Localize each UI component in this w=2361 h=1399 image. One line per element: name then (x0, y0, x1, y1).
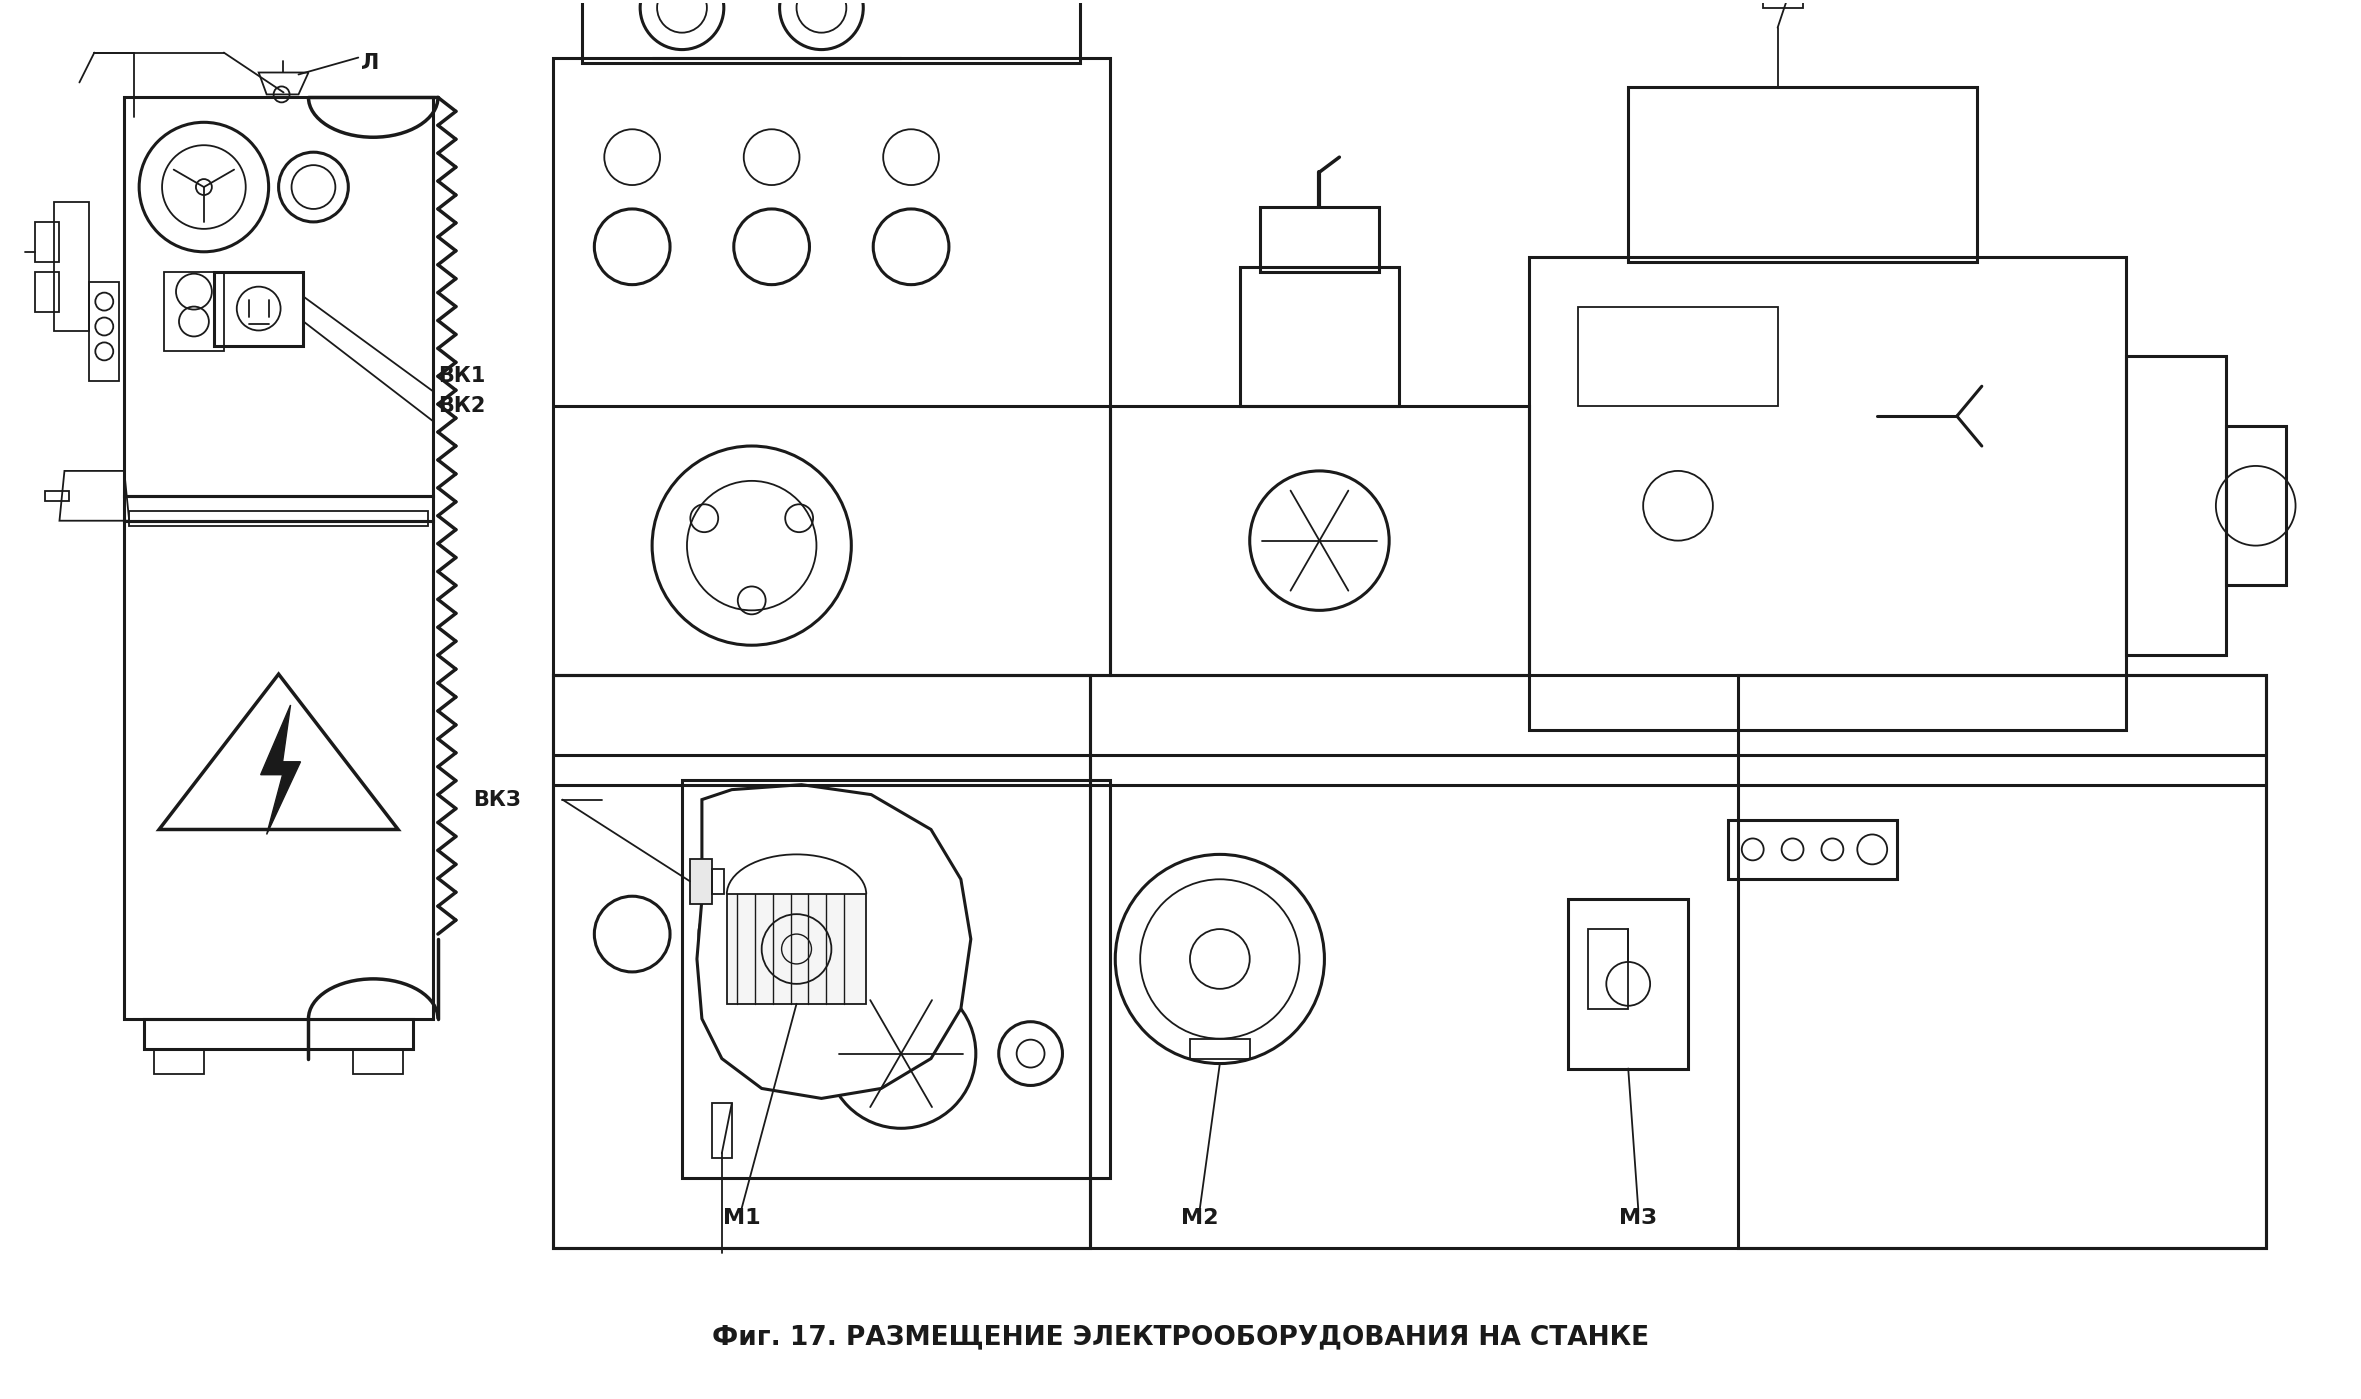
Text: ВКЗ: ВКЗ (472, 789, 519, 810)
Bar (713, 869, 725, 894)
Bar (153, 1049, 203, 1073)
Bar (125, 495, 432, 520)
Bar (54, 201, 90, 332)
Polygon shape (696, 785, 970, 1098)
Polygon shape (260, 705, 300, 834)
Bar (1190, 1038, 1249, 1059)
Bar (2226, 427, 2285, 585)
Bar (1240, 267, 1400, 406)
Bar (125, 98, 432, 495)
Bar (354, 1049, 404, 1073)
Bar (689, 859, 713, 904)
Bar (90, 281, 120, 382)
Bar (552, 57, 1110, 676)
Bar (1629, 88, 1976, 262)
Bar (163, 271, 224, 351)
Bar (682, 779, 1110, 1178)
Bar (1589, 929, 1629, 1009)
Bar (2127, 357, 2226, 655)
Bar (1528, 257, 2127, 730)
Bar (1580, 306, 1778, 406)
Bar (727, 894, 866, 1004)
Text: Фиг. 17. РАЗМЕЩЕНИЕ ЭЛЕКТРООБОРУДОВАНИЯ НА СТАНКЕ: Фиг. 17. РАЗМЕЩЕНИЕ ЭЛЕКТРООБОРУДОВАНИЯ … (713, 1325, 1648, 1350)
Text: ВК2: ВК2 (437, 396, 486, 416)
Bar (35, 222, 59, 262)
Text: М1: М1 (722, 1207, 760, 1228)
Bar (1764, 0, 1801, 8)
Bar (1110, 406, 1528, 676)
Bar (144, 1018, 413, 1049)
Text: МЗ: МЗ (1620, 1207, 1657, 1228)
Bar (130, 511, 427, 526)
Bar (713, 1104, 732, 1158)
Bar (1738, 676, 2267, 1248)
Bar (1261, 207, 1379, 271)
Bar (215, 271, 305, 347)
Text: М2: М2 (1180, 1207, 1218, 1228)
Bar (35, 271, 59, 312)
Text: ВК1: ВК1 (437, 367, 486, 386)
Bar (125, 520, 432, 1018)
Bar (1728, 820, 1898, 880)
Bar (552, 676, 1091, 1248)
Bar (583, 0, 1081, 63)
Bar (1568, 900, 1688, 1069)
Text: Л: Л (361, 53, 380, 73)
Bar (552, 676, 2267, 1248)
